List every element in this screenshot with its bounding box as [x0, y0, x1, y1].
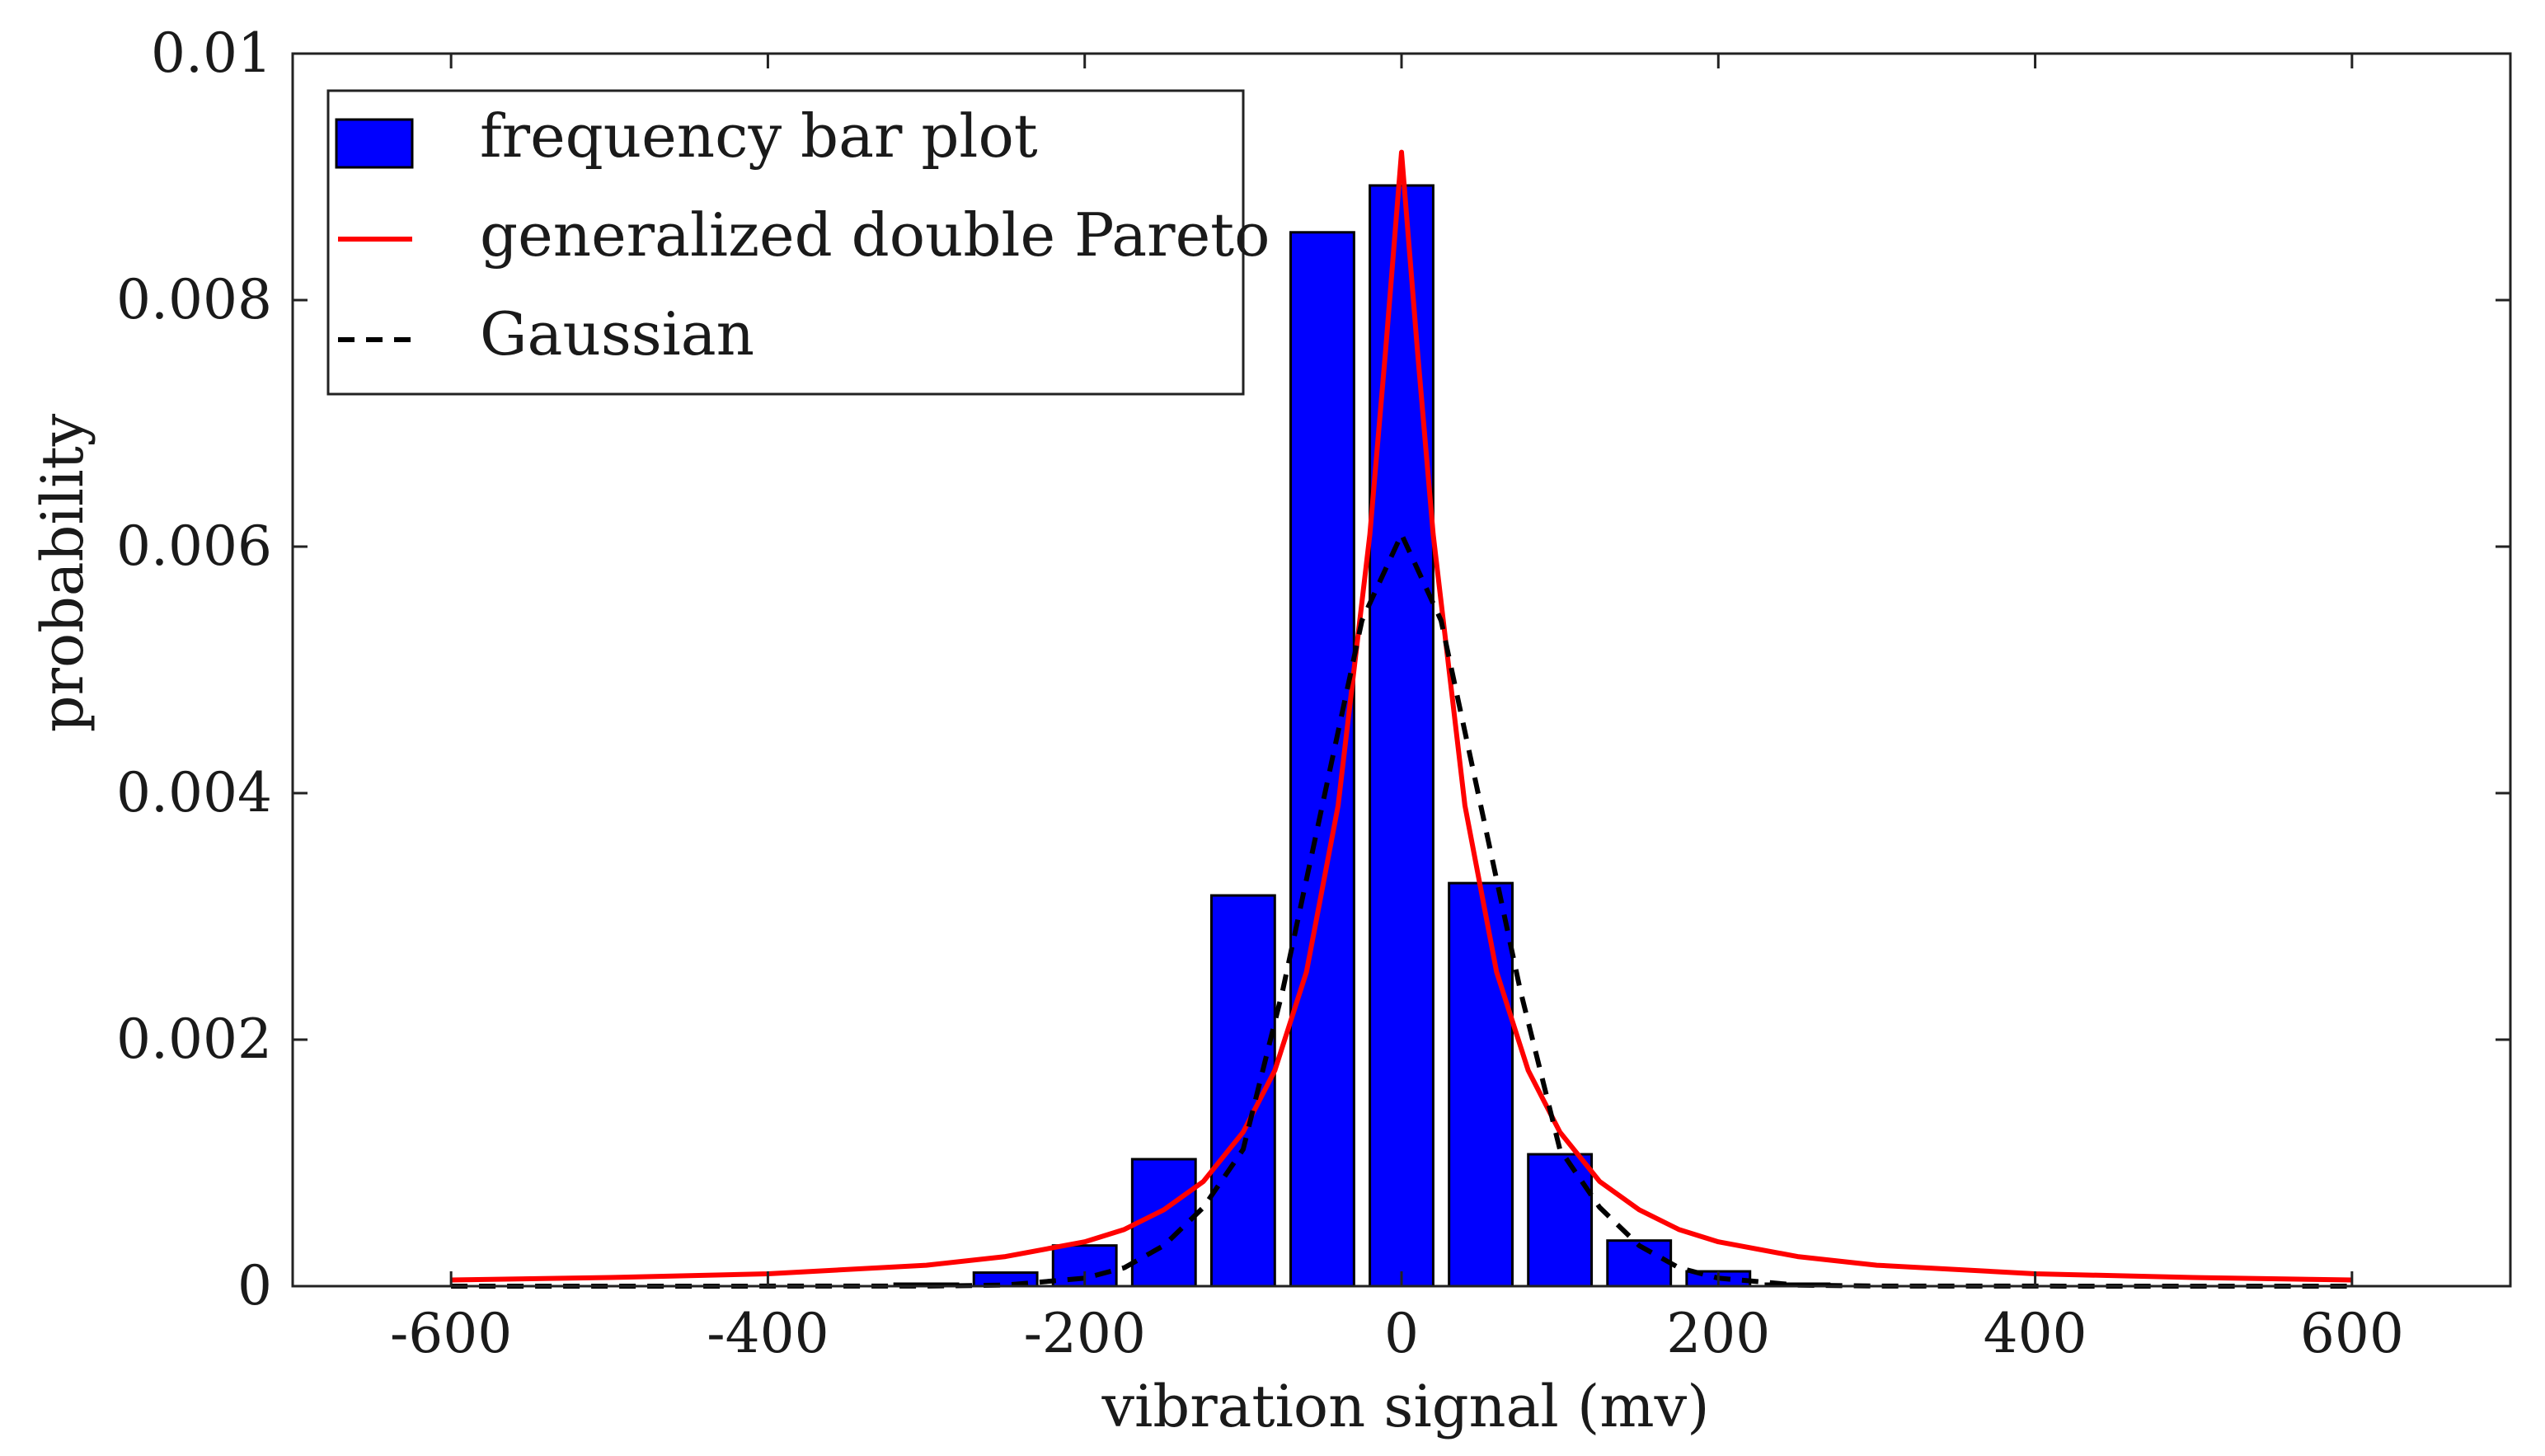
x-axis-title: vibration signal (mv): [1101, 1373, 1709, 1440]
legend-label-gaussian: Gaussian: [480, 299, 754, 369]
x-tick-label-2: -200: [1024, 1302, 1146, 1365]
bar-8: [1527, 1153, 1594, 1288]
x-tick-label-1: -400: [707, 1302, 829, 1365]
legend-label-pareto: generalized double Pareto: [480, 200, 1270, 270]
bar-6: [1369, 184, 1434, 1288]
y-tick-label-1: 0.002: [116, 1007, 272, 1071]
legend-label-bar: frequency bar plot: [480, 101, 1038, 171]
x-tick-label-0: -600: [390, 1302, 512, 1365]
y-tick-label-4: 0.008: [116, 268, 272, 331]
bar-3: [1130, 1158, 1197, 1288]
y-tick-label-3: 0.006: [116, 514, 272, 578]
y-tick-label-5: 0.01: [151, 21, 272, 85]
legend-swatch-bar: [335, 118, 414, 169]
x-tick-label-3: 0: [1384, 1302, 1419, 1365]
line-series-1: [451, 149, 2352, 1283]
x-tick-label-6: 600: [2300, 1302, 2404, 1365]
y-tick-label-0: 0: [237, 1254, 272, 1317]
bar-7: [1448, 881, 1514, 1288]
x-tick-label-5: 400: [1984, 1302, 2087, 1365]
line-series-2: [451, 532, 2352, 1289]
legend: frequency bar plot generalized double Pa…: [326, 89, 1270, 396]
x-tick-label-4: 200: [1666, 1302, 1770, 1365]
legend-box: [326, 89, 1245, 396]
axis-ticks: -600 -400 -200 0 200 400 600 0 0.002 0.004 0.006 0.…: [116, 21, 2510, 1365]
y-tick-label-2: 0.004: [116, 761, 272, 824]
y-axis-title: probability: [29, 413, 96, 732]
line-series: [451, 149, 2352, 1289]
